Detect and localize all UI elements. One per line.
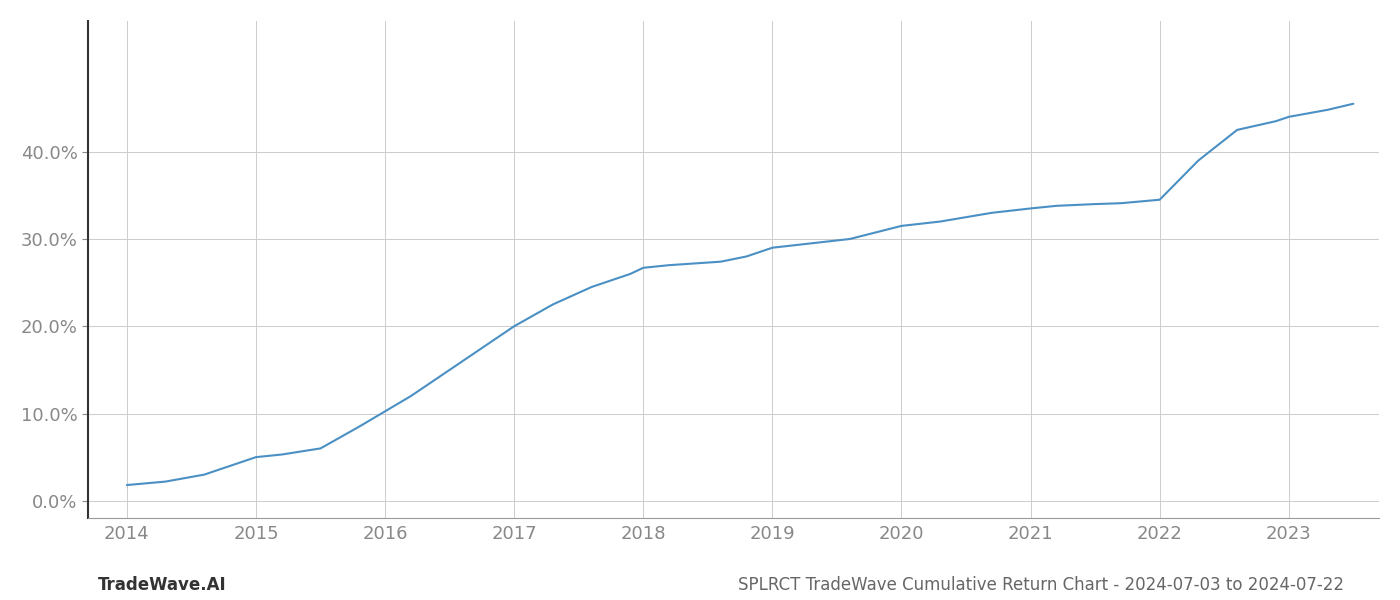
Text: SPLRCT TradeWave Cumulative Return Chart - 2024-07-03 to 2024-07-22: SPLRCT TradeWave Cumulative Return Chart…: [738, 576, 1344, 594]
Text: TradeWave.AI: TradeWave.AI: [98, 576, 227, 594]
